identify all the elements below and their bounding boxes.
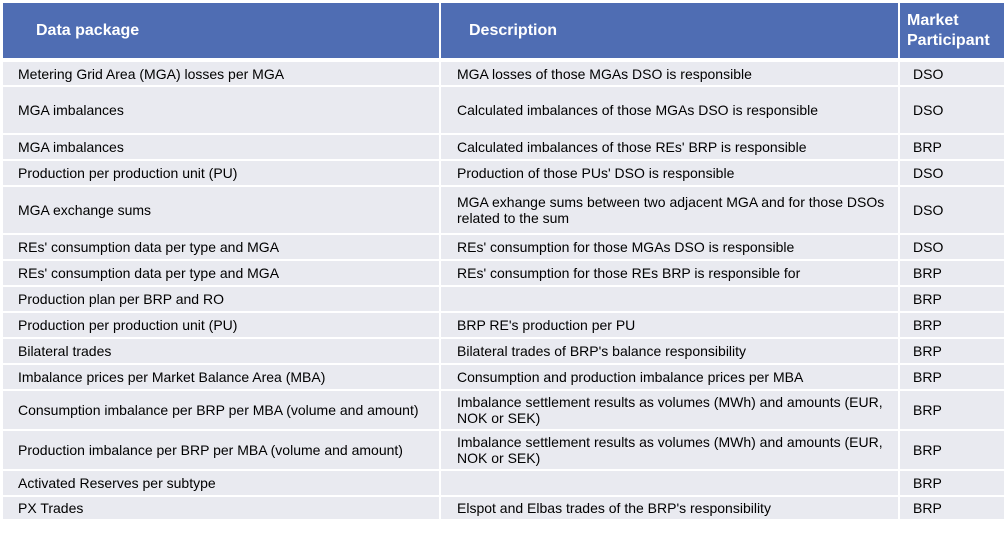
cell-data-package: MGA imbalances [3,134,441,161]
cell-description: MGA exhange sums between two adjacent MG… [440,186,900,235]
cell-data-package: Production per production unit (PU) [3,312,441,339]
cell-data-package: REs' consumption data per type and MGA [3,234,441,261]
cell-market-participant: DSO [899,160,1004,187]
cell-market-participant: BRP [899,390,1004,431]
table-row: Imbalance prices per Market Balance Area… [3,364,1004,391]
cell-description: BRP RE's production per PU [440,312,900,339]
cell-data-package: Activated Reserves per subtype [3,470,441,497]
cell-data-package: PX Trades [3,496,441,521]
cell-data-package: Production per production unit (PU) [3,160,441,187]
table-row: REs' consumption data per type and MGA RE… [3,260,1004,287]
cell-market-participant: BRP [899,364,1004,391]
cell-market-participant: DSO [899,60,1004,87]
cell-description: Production of those PUs' DSO is responsi… [440,160,900,187]
cell-market-participant: BRP [899,260,1004,287]
cell-description: Imbalance settlement results as volumes … [440,390,900,431]
cell-market-participant: BRP [899,430,1004,471]
header-description: Description [440,3,900,62]
cell-market-participant: DSO [899,186,1004,235]
cell-data-package: MGA exchange sums [3,186,441,235]
cell-description: Consumption and production imbalance pri… [440,364,900,391]
cell-data-package: Imbalance prices per Market Balance Area… [3,364,441,391]
cell-description: Elspot and Elbas trades of the BRP's res… [440,496,900,521]
header-market-participant: Market Participant [899,3,1004,62]
cell-market-participant: DSO [899,86,1004,135]
cell-market-participant: DSO [899,234,1004,261]
table-row: Production plan per BRP and RO BRP [3,286,1004,313]
cell-description: Imbalance settlement results as volumes … [440,430,900,471]
cell-description [440,470,900,497]
table-row: Activated Reserves per subtype BRP [3,470,1004,497]
data-package-table: Data package Description Market Particip… [3,3,1004,521]
cell-description: Calculated imbalances of those REs' BRP … [440,134,900,161]
cell-description: Bilateral trades of BRP's balance respon… [440,338,900,365]
cell-description: MGA losses of those MGAs DSO is responsi… [440,60,900,87]
cell-market-participant: BRP [899,338,1004,365]
cell-market-participant: BRP [899,286,1004,313]
cell-market-participant: BRP [899,470,1004,497]
cell-market-participant: BRP [899,496,1004,521]
cell-data-package: Production imbalance per BRP per MBA (vo… [3,430,441,471]
cell-data-package: Metering Grid Area (MGA) losses per MGA [3,60,441,87]
cell-description: REs' consumption for those REs BRP is re… [440,260,900,287]
cell-market-participant: BRP [899,134,1004,161]
table-row: REs' consumption data per type and MGA RE… [3,234,1004,261]
cell-data-package: MGA imbalances [3,86,441,135]
table-row: Production per production unit (PU) Produ… [3,160,1004,187]
cell-data-package: Production plan per BRP and RO [3,286,441,313]
cell-data-package: Consumption imbalance per BRP per MBA (v… [3,390,441,431]
table-row: MGA exchange sums MGA exhange sums betwee… [3,186,1004,235]
table-row: MGA imbalances Calculated imbalances of t… [3,134,1004,161]
table-row: Production imbalance per BRP per MBA (vo… [3,430,1004,471]
cell-data-package: REs' consumption data per type and MGA [3,260,441,287]
table-row: MGA imbalances Calculated imbalances of t… [3,86,1004,135]
table-row: Bilateral trades Bilateral trades of BRP'… [3,338,1004,365]
cell-description: Calculated imbalances of those MGAs DSO … [440,86,900,135]
header-row: Data package Description Market Particip… [3,3,1004,62]
header-data-package: Data package [3,3,441,62]
cell-data-package: Bilateral trades [3,338,441,365]
table-row: Consumption imbalance per BRP per MBA (v… [3,390,1004,431]
cell-market-participant: BRP [899,312,1004,339]
cell-description: REs' consumption for those MGAs DSO is r… [440,234,900,261]
table-row: Production per production unit (PU) BRP R… [3,312,1004,339]
cell-description [440,286,900,313]
table-row: PX Trades Elspot and Elbas trades of the … [3,496,1004,521]
table-row: Metering Grid Area (MGA) losses per MGA M… [3,60,1004,87]
